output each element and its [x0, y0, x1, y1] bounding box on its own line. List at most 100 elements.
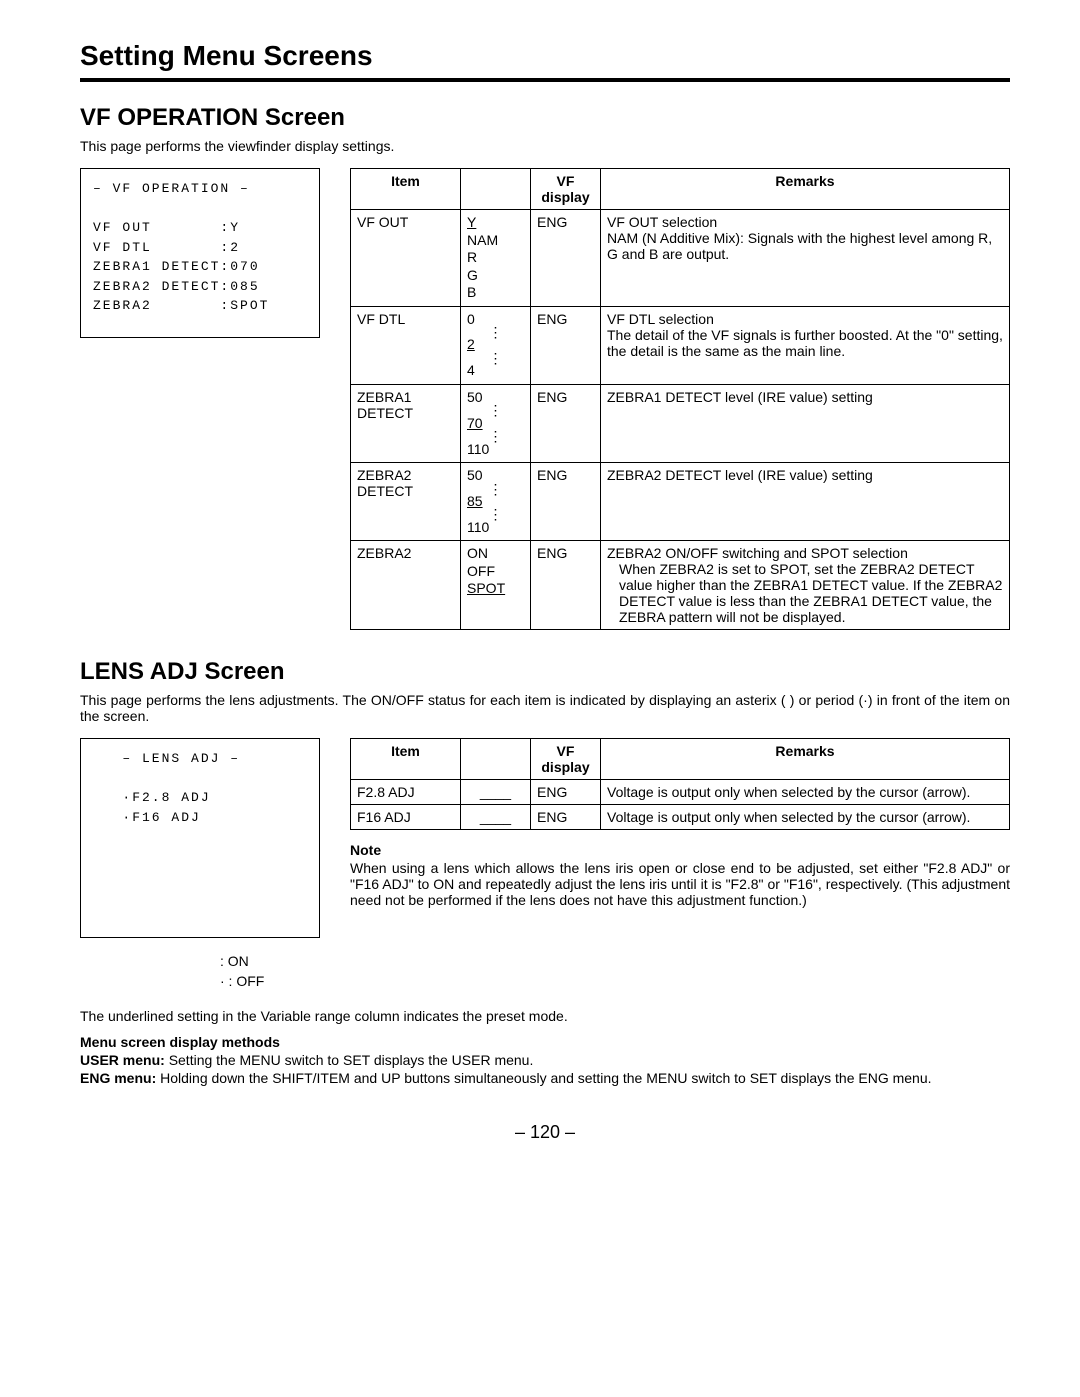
th-rem: Remarks: [601, 739, 1010, 780]
eng-menu-body: Holding down the SHIFT/ITEM and UP butto…: [160, 1070, 931, 1086]
lens-table: Item VF display Remarks F2.8 ADJ ____ EN…: [350, 738, 1010, 830]
th-vr: [461, 169, 531, 210]
cell-vf: ENG: [531, 780, 601, 805]
lens-screen-header: – LENS ADJ –: [122, 751, 240, 766]
lens-section-title: LENS ADJ Screen: [80, 658, 1010, 686]
vdots-icon: ⋮: [467, 510, 524, 518]
methods-title: Menu screen display methods: [80, 1034, 1010, 1050]
lens-two-col: – LENS ADJ – ·F2.8 ADJ ·F16 ADJ : ON · :…: [80, 738, 1010, 991]
th-item: Item: [351, 739, 461, 780]
vr-default: 70: [467, 415, 483, 431]
vf-table: Item VF display Remarks VF OUT YNAM R G …: [350, 168, 1010, 630]
lens-screen-l1: ·F2.8 ADJ: [122, 790, 210, 805]
title-rule: [80, 78, 1010, 82]
cell-rem: VF OUT selection NAM (N Additive Mix): S…: [601, 210, 1010, 307]
user-menu-label: USER menu:: [80, 1052, 165, 1068]
vr-a: 50: [467, 389, 483, 405]
cell-vf: ENG: [531, 306, 601, 384]
cell-vr: 0⋮2⋮4: [461, 306, 531, 384]
vf-two-col: – VF OPERATION – VF OUT :Y VF DTL :2 ZEB…: [80, 168, 1010, 630]
cell-vf: ENG: [531, 210, 601, 307]
user-menu-body: Setting the MENU switch to SET displays …: [169, 1052, 534, 1068]
legend-off: · : OFF: [220, 973, 264, 989]
th-rem: Remarks: [601, 169, 1010, 210]
cell-rem: Voltage is output only when selected by …: [601, 805, 1010, 830]
vr-default: 2: [467, 336, 475, 352]
rem-body: When ZEBRA2 is set to SPOT, set the ZEBR…: [607, 561, 1003, 625]
cell-item: F16 ADJ: [351, 805, 461, 830]
rem-head: ZEBRA2 ON/OFF switching and SPOT selecti…: [607, 545, 908, 561]
page-title: Setting Menu Screens: [80, 40, 1010, 72]
lens-screen-box: – LENS ADJ – ·F2.8 ADJ ·F16 ADJ: [80, 738, 320, 938]
vdots-icon: ⋮: [467, 406, 524, 414]
vr-b: 110: [467, 519, 489, 535]
table-row: VF OUT Y NAM R G B ENG VF OUT selection N…: [351, 210, 1010, 307]
cell-rem: VF DTL selection The detail of the VF si…: [601, 306, 1010, 384]
vr-rest: ON OFF: [467, 545, 495, 579]
table-row: F16 ADJ ____ ENG Voltage is output only …: [351, 805, 1010, 830]
vr-default: Y: [467, 214, 476, 230]
vdots-icon: ⋮: [467, 328, 524, 336]
cell-rem: ZEBRA2 ON/OFF switching and SPOT selecti…: [601, 541, 1010, 630]
preset-note: The underlined setting in the Variable r…: [80, 1008, 1010, 1024]
th-vf: VF display: [531, 169, 601, 210]
lens-left-col: – LENS ADJ – ·F2.8 ADJ ·F16 ADJ : ON · :…: [80, 738, 320, 991]
vdots-icon: ⋮: [467, 485, 524, 493]
page: Setting Menu Screens VF OPERATION Screen…: [0, 0, 1080, 1173]
vf-table-wrap: Item VF display Remarks VF OUT YNAM R G …: [350, 168, 1010, 630]
vf-screen-l1a: VF OUT: [93, 220, 152, 235]
cell-rem: ZEBRA1 DETECT level (IRE value) setting: [601, 384, 1010, 462]
eng-menu-label: ENG menu:: [80, 1070, 156, 1086]
lens-legend: : ON · : OFF: [220, 952, 320, 991]
vf-screen-l1b: :Y: [220, 220, 240, 235]
vf-screen-header: – VF OPERATION –: [93, 181, 250, 196]
cell-vf: ENG: [531, 384, 601, 462]
th-vf: VF display: [531, 739, 601, 780]
cell-item: VF DTL: [351, 306, 461, 384]
cell-vf: ENG: [531, 805, 601, 830]
vr-rest: NAM R G B: [467, 232, 498, 301]
cell-item: F2.8 ADJ: [351, 780, 461, 805]
vf-intro: This page performs the viewfinder displa…: [80, 138, 1010, 154]
lens-screen-l2: ·F16 ADJ: [122, 810, 200, 825]
cell-vr: 50⋮70⋮110: [461, 384, 531, 462]
cell-vr: 50⋮85⋮110: [461, 463, 531, 541]
vr-b: 110: [467, 441, 489, 457]
cell-vf: ENG: [531, 541, 601, 630]
vf-screen-l3b: :070: [220, 259, 259, 274]
note-body: When using a lens which allows the lens …: [350, 860, 1010, 908]
cell-vr: ON OFFSPOT: [461, 541, 531, 630]
vf-screen-l5a: ZEBRA2: [93, 298, 152, 313]
cell-vr: ____: [461, 805, 531, 830]
vf-screen-l4b: :085: [220, 279, 259, 294]
table-row: ZEBRA1 DETECT 50⋮70⋮110 ENG ZEBRA1 DETEC…: [351, 384, 1010, 462]
vf-screen-l4a: ZEBRA2 DETECT: [93, 279, 220, 294]
vr-b: 4: [467, 362, 475, 378]
vdots-icon: ⋮: [467, 432, 524, 440]
table-row: F2.8 ADJ ____ ENG Voltage is output only…: [351, 780, 1010, 805]
vf-section-title: VF OPERATION Screen: [80, 104, 1010, 132]
cell-vr: ____: [461, 780, 531, 805]
cell-item: ZEBRA2: [351, 541, 461, 630]
cell-item: ZEBRA2 DETECT: [351, 463, 461, 541]
page-number: – 120 –: [80, 1122, 1010, 1143]
cell-vr: Y NAM R G B: [461, 210, 531, 307]
table-row: ZEBRA2 DETECT 50⋮85⋮110 ENG ZEBRA2 DETEC…: [351, 463, 1010, 541]
vr-a: 50: [467, 467, 483, 483]
cell-vf: ENG: [531, 463, 601, 541]
vf-screen-l3a: ZEBRA1 DETECT: [93, 259, 220, 274]
cell-item: ZEBRA1 DETECT: [351, 384, 461, 462]
table-row: ZEBRA2 ON OFFSPOT ENG ZEBRA2 ON/OFF swit…: [351, 541, 1010, 630]
cell-rem: Voltage is output only when selected by …: [601, 780, 1010, 805]
vf-screen-box: – VF OPERATION – VF OUT :Y VF DTL :2 ZEB…: [80, 168, 320, 338]
note-label: Note: [350, 842, 1010, 858]
lens-table-wrap: Item VF display Remarks F2.8 ADJ ____ EN…: [350, 738, 1010, 908]
lens-intro: This page performs the lens adjustments.…: [80, 692, 1010, 724]
vr-default: SPOT: [467, 580, 505, 596]
vf-screen-l2a: VF DTL: [93, 240, 152, 255]
methods-eng: ENG menu: Holding down the SHIFT/ITEM an…: [80, 1070, 1010, 1086]
th-vr: [461, 739, 531, 780]
vf-screen-l2b: :2: [220, 240, 240, 255]
cell-item: VF OUT: [351, 210, 461, 307]
vr-default: 85: [467, 493, 483, 509]
